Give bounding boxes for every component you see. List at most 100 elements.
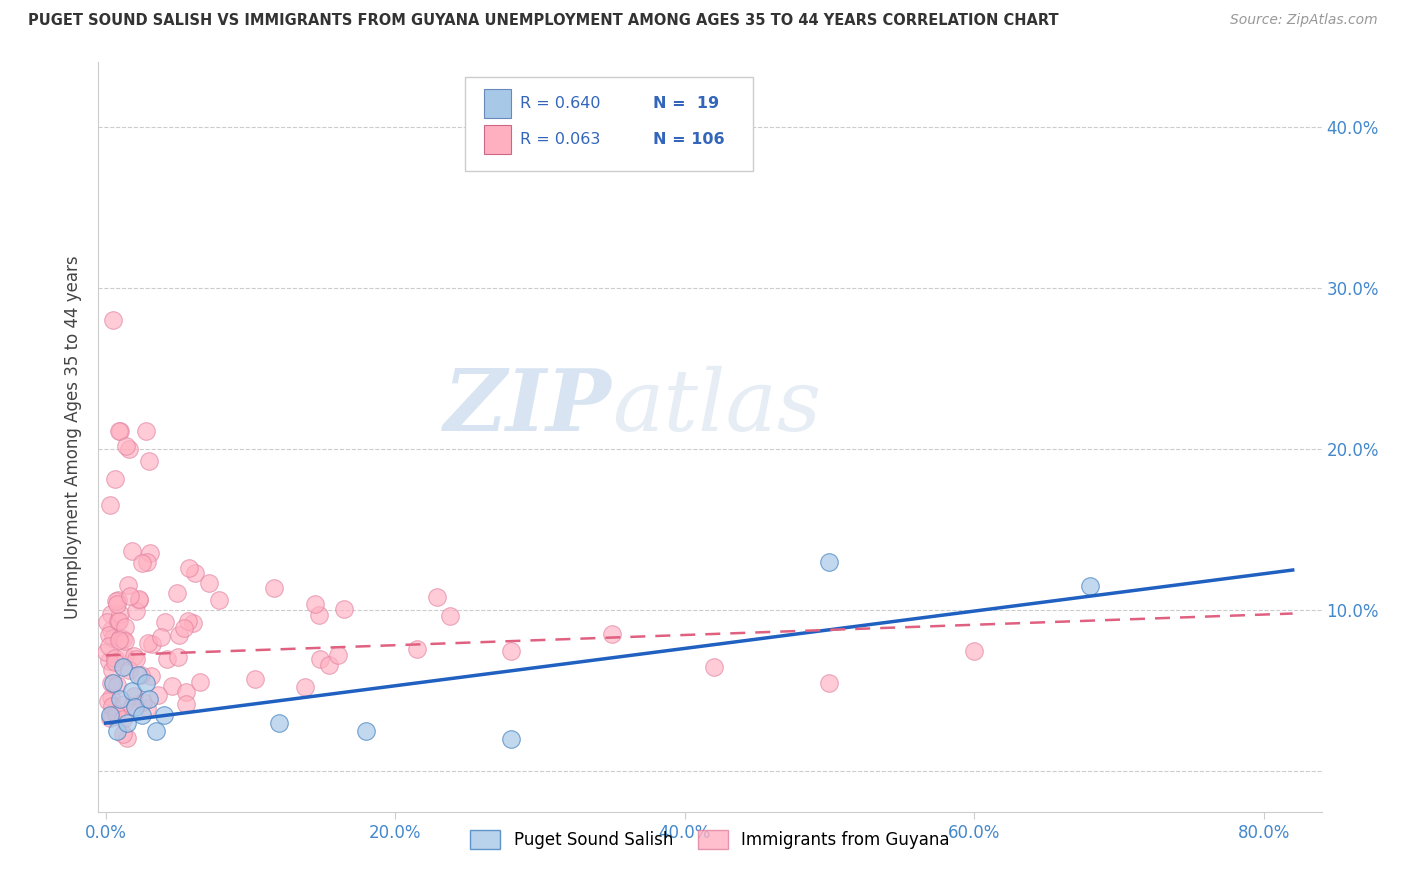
Point <box>107 597 129 611</box>
Point <box>115 439 138 453</box>
Point <box>269 716 291 731</box>
Point <box>703 659 725 673</box>
Point <box>104 655 127 669</box>
Point <box>160 679 183 693</box>
Point <box>108 614 131 628</box>
Point <box>129 668 152 682</box>
Point <box>104 594 127 608</box>
Point <box>96 615 118 630</box>
Point <box>100 698 122 713</box>
Point <box>115 731 138 745</box>
Point <box>263 581 285 595</box>
Point <box>131 556 153 570</box>
Point <box>98 711 121 725</box>
Point <box>128 592 150 607</box>
Point <box>98 708 121 723</box>
Point <box>1078 579 1101 593</box>
Point <box>118 589 141 603</box>
Point <box>138 692 160 706</box>
Point <box>135 700 157 714</box>
Point <box>138 453 160 467</box>
Point <box>100 676 122 690</box>
Point <box>112 659 135 673</box>
Point <box>155 652 177 666</box>
Point <box>173 621 195 635</box>
Point <box>101 709 124 723</box>
Point <box>108 692 131 706</box>
Point <box>107 592 129 607</box>
Point <box>105 678 128 692</box>
Point <box>97 628 120 642</box>
Point <box>101 675 124 690</box>
Point <box>101 664 124 678</box>
Point <box>139 669 162 683</box>
Point <box>602 627 624 641</box>
Point <box>121 698 143 713</box>
Point <box>181 615 204 630</box>
Point <box>174 697 197 711</box>
Point <box>121 544 143 558</box>
Point <box>308 608 330 623</box>
Point <box>155 615 177 629</box>
Point <box>124 700 146 714</box>
Point <box>114 634 136 648</box>
Point <box>105 707 128 722</box>
Point <box>114 620 136 634</box>
Bar <box>484 126 510 153</box>
Point <box>127 667 149 681</box>
Point <box>354 724 377 739</box>
Point <box>135 424 157 438</box>
Point <box>104 472 127 486</box>
Point <box>117 716 139 731</box>
Point <box>145 724 167 739</box>
Text: N = 106: N = 106 <box>652 132 724 147</box>
Point <box>117 578 139 592</box>
Text: N =  19: N = 19 <box>652 96 718 112</box>
Point <box>107 633 129 648</box>
Point <box>245 672 267 686</box>
Point <box>97 639 120 653</box>
Point <box>132 695 155 709</box>
Point <box>97 694 120 708</box>
Point <box>122 648 145 663</box>
Point <box>304 597 326 611</box>
Point <box>406 642 429 657</box>
Point <box>169 628 191 642</box>
Point <box>318 657 340 672</box>
Point <box>141 637 163 651</box>
Point <box>100 498 122 512</box>
Point <box>136 636 159 650</box>
Point <box>100 623 122 637</box>
Point <box>101 313 124 327</box>
Point <box>184 566 207 580</box>
Point <box>104 651 127 665</box>
Point <box>131 708 153 723</box>
Point <box>499 732 522 747</box>
Point <box>208 592 231 607</box>
Point <box>332 602 354 616</box>
Point <box>112 632 135 646</box>
Point <box>105 724 128 739</box>
Legend: Puget Sound Salish, Immigrants from Guyana: Puget Sound Salish, Immigrants from Guya… <box>464 823 956 855</box>
Text: R = 0.063: R = 0.063 <box>520 132 600 147</box>
Point <box>499 643 522 657</box>
Point <box>963 643 986 657</box>
Point <box>166 586 188 600</box>
Text: atlas: atlas <box>612 366 821 449</box>
Point <box>177 615 200 629</box>
Point <box>198 576 221 591</box>
Text: PUGET SOUND SALISH VS IMMIGRANTS FROM GUYANA UNEMPLOYMENT AMONG AGES 35 TO 44 YE: PUGET SOUND SALISH VS IMMIGRANTS FROM GU… <box>28 13 1059 29</box>
Text: ZIP: ZIP <box>444 366 612 449</box>
Point <box>128 592 150 607</box>
Point <box>135 555 157 569</box>
Point <box>152 708 174 723</box>
Point <box>148 688 170 702</box>
Point <box>100 690 122 705</box>
Point <box>121 684 143 698</box>
Point <box>818 675 841 690</box>
Point <box>110 424 132 438</box>
Point <box>135 675 157 690</box>
Point <box>111 712 134 726</box>
Point <box>101 631 124 645</box>
Bar <box>484 89 510 118</box>
